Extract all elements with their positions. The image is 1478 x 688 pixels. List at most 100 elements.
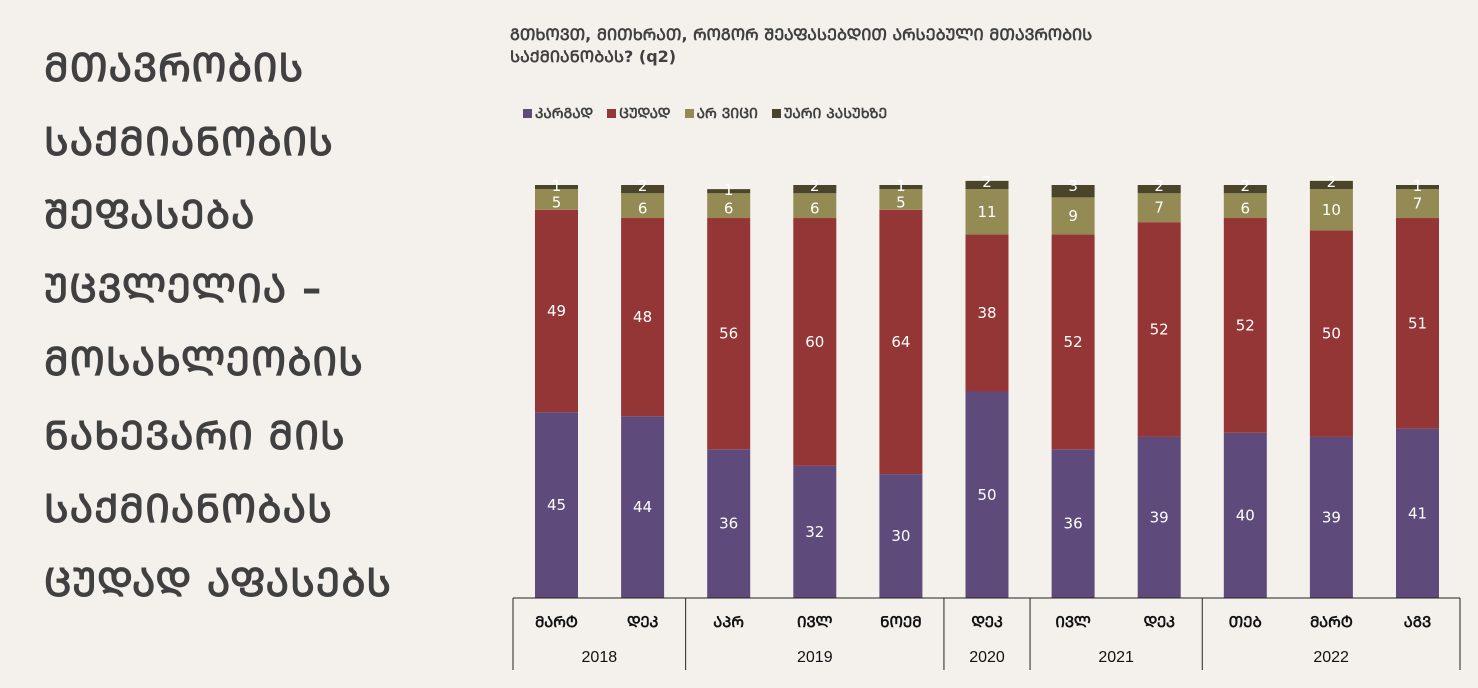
x-tick-label-month: ᲓᲔᲙ — [627, 613, 659, 631]
legend-item-good: ᲙᲐᲠᲒᲐᲓ — [523, 104, 593, 123]
data-label-bad: 52 — [1236, 316, 1255, 334]
legend-label-refused: ᲣᲐᲠᲘ ᲞᲐᲡᲣᲮᲖᲔ — [783, 106, 888, 122]
data-label-refused: 1 — [724, 181, 734, 199]
bar-segment-refused — [621, 185, 665, 194]
data-label-dont-know: 9 — [1068, 207, 1078, 225]
data-label-bad: 38 — [977, 304, 996, 322]
bar-segment-good — [965, 391, 1009, 598]
bar-stack — [535, 185, 578, 598]
bar-stack — [707, 189, 751, 598]
data-label-bad: 60 — [805, 333, 824, 351]
bar-segment-refused — [793, 185, 837, 194]
bar-segment-refused — [1051, 185, 1095, 198]
legend-swatch-refused — [771, 109, 781, 118]
data-label-refused: 1 — [552, 177, 562, 195]
bar-segment-refused — [1137, 185, 1181, 194]
data-label-bad: 49 — [547, 302, 566, 320]
bar-segment-refused — [535, 185, 578, 190]
x-tick-label-month: ᲛᲐᲠᲢ — [1310, 613, 1353, 631]
bar-segment-dont-know — [1223, 193, 1267, 219]
x-tick-label-year: 2020 — [969, 649, 1005, 666]
bar-segment-refused — [879, 185, 923, 190]
bar-stack — [879, 185, 923, 598]
data-label-refused: 1 — [896, 177, 906, 195]
bar-segment-refused — [965, 180, 1009, 190]
legend-label-good: ᲙᲐᲠᲒᲐᲓ — [535, 106, 594, 122]
bar-segment-bad — [707, 218, 751, 450]
bar-segment-good — [1309, 436, 1353, 598]
data-label-good: 30 — [891, 527, 910, 545]
bar-stack — [1309, 180, 1353, 598]
data-label-dont-know: 5 — [552, 193, 562, 211]
legend-swatch-bad — [607, 109, 617, 118]
x-tick-label-month: ᲛᲐᲠᲢ — [535, 613, 578, 631]
data-label-dont-know: 6 — [1241, 200, 1251, 218]
x-tick-label-month: ᲐᲒᲕ — [1404, 613, 1431, 631]
data-label-dont-know: 6 — [724, 200, 734, 218]
legend-swatch-good — [523, 109, 532, 118]
data-label-bad: 50 — [1322, 325, 1341, 343]
data-label-dont-know: 6 — [810, 200, 820, 218]
x-tick-label-month: ᲐᲞᲠ — [713, 613, 744, 631]
data-label-bad: 52 — [1064, 333, 1083, 351]
data-label-bad: 52 — [1150, 321, 1169, 339]
data-label-bad: 64 — [891, 333, 910, 351]
bar-segment-refused — [1396, 185, 1439, 190]
bar-stack — [1051, 185, 1095, 598]
bar-segment-dont-know — [793, 193, 837, 219]
bar-segment-bad — [793, 218, 837, 466]
legend-swatch-dont-know — [684, 109, 694, 118]
data-label-good: 45 — [547, 496, 566, 514]
bar-segment-dont-know — [965, 189, 1009, 235]
x-tick-label-year: 2019 — [797, 649, 833, 666]
data-label-dont-know: 5 — [896, 193, 906, 211]
x-tick-label-year: 2018 — [582, 649, 618, 666]
data-label-bad: 48 — [633, 308, 652, 326]
data-label-refused: 2 — [810, 177, 820, 195]
legend-label-dont-know: ᲐᲠ ᲕᲘᲪᲘ — [696, 106, 758, 122]
bar-segment-refused — [1309, 180, 1353, 190]
legend-item-refused: ᲣᲐᲠᲘ ᲞᲐᲡᲣᲮᲖᲔ — [771, 104, 888, 123]
data-label-good: 50 — [977, 486, 996, 504]
data-label-dont-know: 6 — [638, 200, 648, 218]
bar-segment-refused — [1223, 185, 1267, 194]
bar-stack — [1223, 185, 1267, 598]
data-label-refused: 2 — [1327, 173, 1337, 191]
bar-stack — [1137, 185, 1181, 598]
bar-segment-dont-know — [1051, 197, 1095, 235]
data-label-refused: 2 — [1241, 177, 1251, 195]
data-label-refused: 2 — [638, 177, 648, 195]
data-label-bad: 56 — [719, 325, 738, 343]
bar-segment-bad — [1396, 218, 1439, 429]
bar-segment-bad — [1309, 230, 1353, 437]
bar-segment-dont-know — [707, 193, 751, 219]
bar-stack — [793, 185, 837, 598]
data-label-good: 39 — [1150, 508, 1169, 526]
bar-segment-dont-know — [1137, 193, 1181, 223]
x-tick-label-month: ᲜᲝᲔᲛ — [880, 613, 922, 631]
data-label-dont-know: 7 — [1154, 199, 1164, 217]
data-label-good: 41 — [1408, 504, 1427, 522]
bar-segment-dont-know — [621, 193, 665, 219]
data-label-refused: 1 — [1413, 177, 1423, 195]
data-label-good: 36 — [1064, 515, 1083, 533]
bar-segment-dont-know — [535, 189, 578, 210]
bar-segment-good — [793, 465, 837, 598]
data-label-good: 39 — [1322, 508, 1341, 526]
bar-segment-refused — [707, 189, 751, 194]
bar-segment-bad — [879, 209, 923, 475]
data-label-dont-know: 10 — [1322, 201, 1341, 219]
bar-segment-dont-know — [1309, 189, 1353, 231]
bar-segment-good — [1396, 428, 1439, 598]
data-label-dont-know: 7 — [1413, 195, 1423, 213]
bar-segment-good — [707, 449, 751, 598]
bar-stack — [1396, 185, 1439, 598]
bar-segment-good — [879, 474, 923, 598]
bar-stack — [965, 180, 1009, 598]
bar-segment-good — [621, 416, 665, 598]
bar-segment-bad — [535, 209, 578, 413]
x-tick-label-month: ᲗᲔᲑ — [1229, 613, 1262, 631]
headline: ᲛᲗᲐᲕᲠᲝᲑᲘᲡ ᲡᲐᲥᲛᲘᲐᲜᲝᲑᲘᲡ ᲨᲔᲤᲐᲡᲔᲑᲐ ᲣᲪᲕᲚᲔᲚᲘᲐ … — [44, 46, 393, 606]
data-label-good: 32 — [805, 523, 824, 541]
